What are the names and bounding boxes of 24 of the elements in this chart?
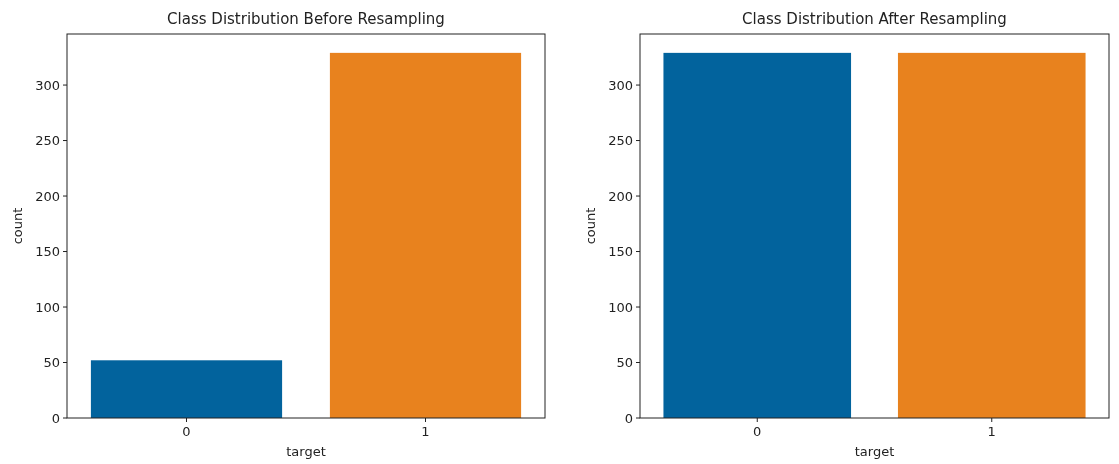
- y-axis-title: count: [10, 207, 25, 245]
- x-tick-label: 0: [753, 424, 762, 439]
- chart-title: Class Distribution Before Resampling: [167, 10, 445, 28]
- y-tick-label: 200: [608, 188, 633, 204]
- x-axis-title: target: [854, 444, 895, 459]
- x-tick-label: 0: [182, 424, 191, 439]
- y-tick-label: 100: [35, 299, 60, 315]
- y-tick-label: 150: [608, 244, 633, 260]
- y-tick-label: 100: [608, 299, 633, 315]
- y-tick-label: 0: [624, 410, 633, 426]
- y-tick-label: 300: [35, 77, 60, 93]
- x-tick-label: 1: [987, 424, 996, 439]
- y-tick-label: 150: [35, 244, 60, 260]
- x-axis-title: target: [286, 444, 326, 459]
- y-tick-label: 50: [43, 355, 60, 371]
- chart-title: Class Distribution After Resampling: [742, 10, 1007, 28]
- y-tick-label: 200: [35, 188, 60, 204]
- y-axis-title: count: [583, 207, 598, 245]
- x-tick-label: 1: [421, 424, 430, 439]
- y-tick-label: 300: [608, 77, 633, 93]
- y-tick-label: 0: [51, 410, 60, 426]
- y-tick-label: 250: [608, 133, 633, 149]
- y-tick-label: 250: [35, 133, 60, 149]
- y-tick-label: 50: [616, 355, 633, 371]
